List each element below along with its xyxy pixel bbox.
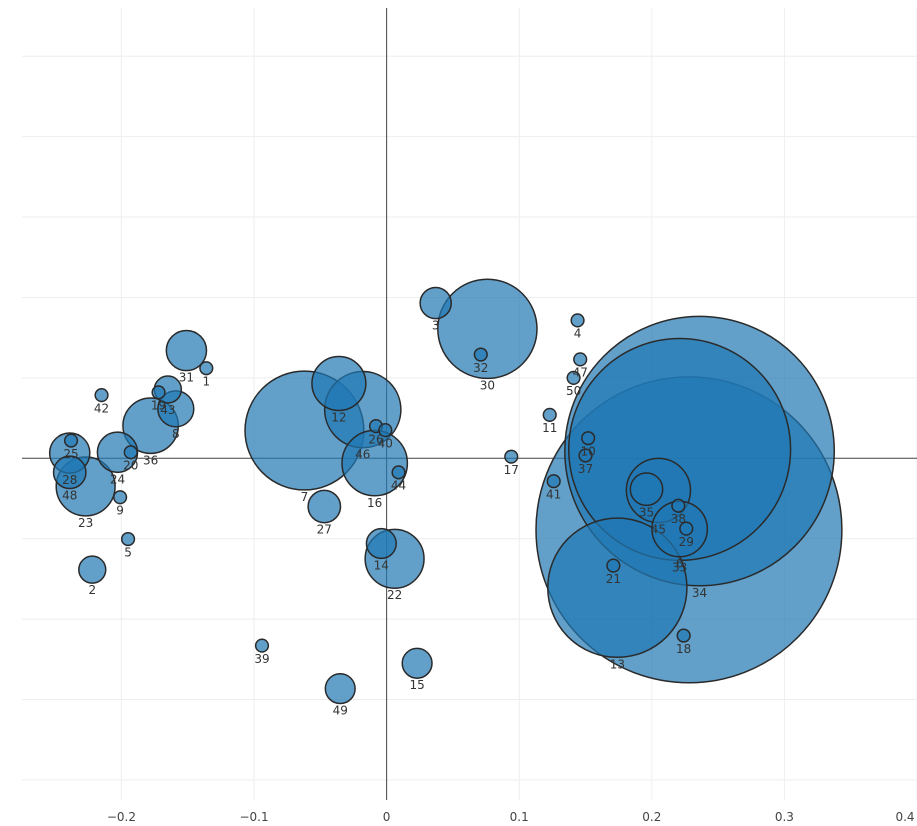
x-tick-label: 0.4 (895, 810, 914, 824)
point-label-43: 43 (160, 403, 175, 417)
point-labels: 1234567891011121314151617181920212223242… (62, 319, 707, 718)
point-label-2: 2 (88, 583, 96, 597)
bubble-point-18[interactable] (676, 628, 691, 643)
bubble-point-35[interactable] (629, 472, 664, 507)
point-label-12: 12 (331, 410, 346, 424)
bubble-point-39[interactable] (254, 638, 270, 653)
bubble-point-17[interactable] (504, 449, 519, 464)
bubble-point-2[interactable] (78, 555, 107, 584)
point-label-46: 46 (355, 448, 370, 462)
point-label-14: 14 (374, 558, 389, 572)
x-tick-label: 0.3 (775, 810, 794, 824)
x-tick-label: 0.2 (642, 810, 661, 824)
point-label-40: 40 (378, 436, 393, 450)
point-label-25: 25 (63, 447, 78, 461)
point-label-6: 6 (676, 557, 684, 571)
x-tick-label: −0.2 (107, 810, 136, 824)
point-label-30: 30 (480, 378, 495, 392)
bubble-point-50[interactable] (566, 370, 581, 385)
bubble-point-41[interactable] (546, 474, 561, 489)
bubble-point-20[interactable] (123, 445, 138, 460)
bubble-point-29[interactable] (679, 521, 694, 536)
bubbles (48, 278, 843, 705)
point-label-47: 47 (573, 366, 588, 380)
bubble-point-37[interactable] (578, 448, 593, 463)
x-tick-label: 0.1 (510, 810, 529, 824)
bubble-point-12[interactable] (311, 355, 367, 412)
point-label-38: 38 (671, 512, 686, 526)
bubble-point-21[interactable] (606, 558, 621, 573)
point-label-20: 20 (123, 459, 138, 473)
point-label-48: 48 (62, 489, 77, 503)
x-tick-labels: −0.2 −0.1 0 0.1 0.2 0.3 0.4 (107, 810, 915, 824)
bubble-point-15[interactable] (401, 647, 433, 679)
point-label-49: 49 (333, 704, 348, 718)
x-tick-label: −0.1 (239, 810, 268, 824)
bubble-point-32[interactable] (473, 347, 488, 362)
x-tick-label: 0 (383, 810, 391, 824)
point-label-10: 10 (581, 445, 596, 459)
point-label-50: 50 (566, 384, 581, 398)
point-label-19: 19 (151, 399, 166, 413)
point-label-22: 22 (387, 588, 402, 602)
bubble-point-10[interactable] (581, 431, 596, 446)
point-label-27: 27 (317, 523, 332, 537)
point-label-34: 34 (692, 586, 707, 600)
point-label-4: 4 (574, 327, 582, 341)
point-label-16: 16 (367, 496, 382, 510)
point-label-45: 45 (651, 523, 666, 537)
point-label-28: 28 (62, 473, 77, 487)
bubble-point-49[interactable] (324, 672, 356, 705)
bubble-point-9[interactable] (113, 490, 128, 505)
bubble-point-27[interactable] (307, 489, 342, 524)
point-label-8: 8 (172, 427, 180, 441)
bubble-point-13[interactable] (547, 517, 688, 659)
point-label-15: 15 (409, 678, 424, 692)
point-label-29: 29 (679, 535, 694, 549)
bubble-point-1[interactable] (199, 361, 214, 376)
point-label-5: 5 (124, 545, 132, 559)
point-label-11: 11 (542, 421, 557, 435)
point-label-32: 32 (473, 361, 488, 375)
point-label-13: 13 (610, 657, 625, 671)
bubble-point-19[interactable] (151, 385, 166, 400)
point-label-39: 39 (254, 652, 269, 666)
point-label-33: 33 (672, 560, 687, 574)
bubble-point-14[interactable] (365, 527, 397, 560)
point-label-24: 24 (110, 472, 125, 486)
bubble-point-3[interactable] (419, 286, 452, 320)
point-label-31: 31 (179, 371, 194, 385)
point-label-18: 18 (676, 642, 691, 656)
point-label-36: 36 (143, 453, 158, 467)
bubble-point-44[interactable] (391, 465, 406, 480)
point-label-44: 44 (391, 479, 406, 493)
bubble-point-48[interactable] (52, 455, 87, 490)
bubble-point-5[interactable] (120, 531, 136, 547)
bubble-point-38[interactable] (671, 498, 686, 513)
bubble-point-31[interactable] (165, 329, 208, 372)
point-label-1: 1 (202, 375, 210, 389)
point-label-9: 9 (116, 504, 124, 518)
point-label-3: 3 (432, 319, 440, 333)
bubble-point-4[interactable] (570, 313, 585, 328)
bubble-point-30[interactable] (437, 278, 538, 380)
bubble-point-40[interactable] (378, 423, 393, 438)
point-label-17: 17 (504, 463, 519, 477)
point-label-42: 42 (94, 402, 109, 416)
point-label-37: 37 (578, 462, 593, 476)
bubble-point-25[interactable] (63, 433, 79, 448)
bubble-point-11[interactable] (542, 407, 557, 422)
point-label-23: 23 (78, 516, 93, 530)
point-label-26: 26 (368, 432, 383, 446)
point-label-35: 35 (639, 505, 654, 519)
point-label-7: 7 (301, 490, 309, 504)
point-label-41: 41 (546, 488, 561, 502)
point-label-21: 21 (606, 572, 621, 586)
bubble-point-42[interactable] (94, 388, 109, 403)
bubble-point-47[interactable] (573, 352, 588, 367)
